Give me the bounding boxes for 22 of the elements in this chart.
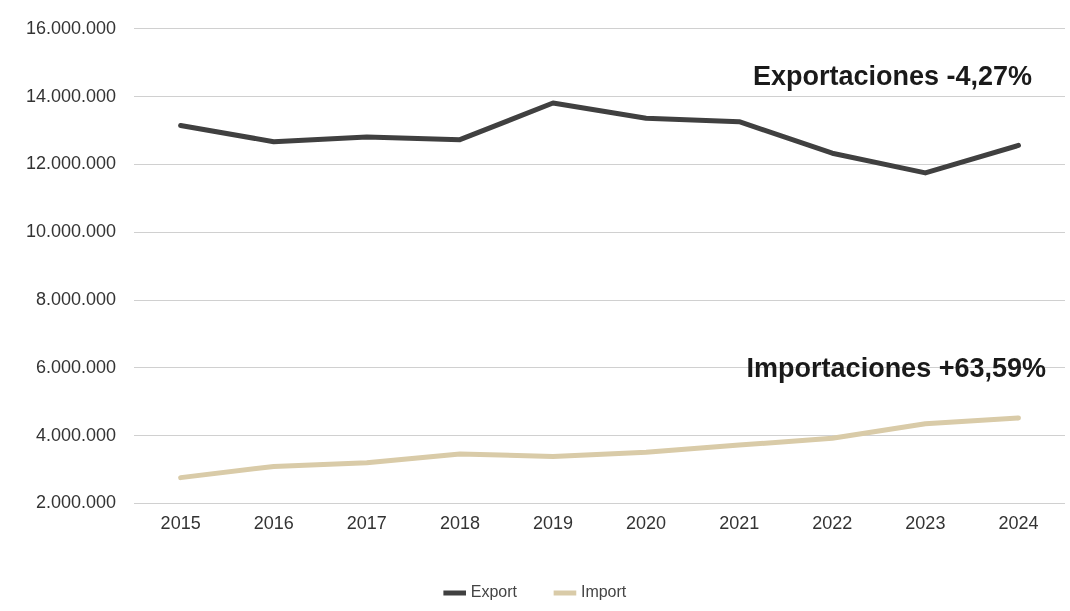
x-tick-label: 2016 [253,513,294,534]
y-tick-label: 8.000.000 [36,288,117,309]
x-tick-label: 2019 [532,513,574,534]
x-tick-label: 2023 [905,513,946,534]
x-tick-label: 2022 [812,513,853,534]
annotation: Importaciones +63,59% [746,353,1046,384]
annotation: Exportaciones -4,27% [752,61,1032,92]
y-tick-label: 14.000.000 [25,85,117,106]
x-tick-label: 2018 [439,513,480,534]
y-tick-label: 4.000.000 [36,424,117,445]
y-tick-label: 10.000.000 [25,221,117,242]
x-tick-label: 2024 [998,513,1039,534]
y-tick-label: 12.000.000 [25,153,117,174]
x-tick-label: 2017 [346,513,387,534]
y-tick-label: 6.000.000 [36,356,117,377]
x-tick-label: 2021 [719,513,760,534]
y-tick-label: 2.000.000 [36,492,117,513]
y-tick-label: 16.000.000 [25,17,117,38]
legend-label: Import [580,583,627,601]
legend-label: Export [470,583,518,601]
x-tick-label: 2020 [626,513,667,534]
x-tick-label: 2015 [160,513,201,534]
